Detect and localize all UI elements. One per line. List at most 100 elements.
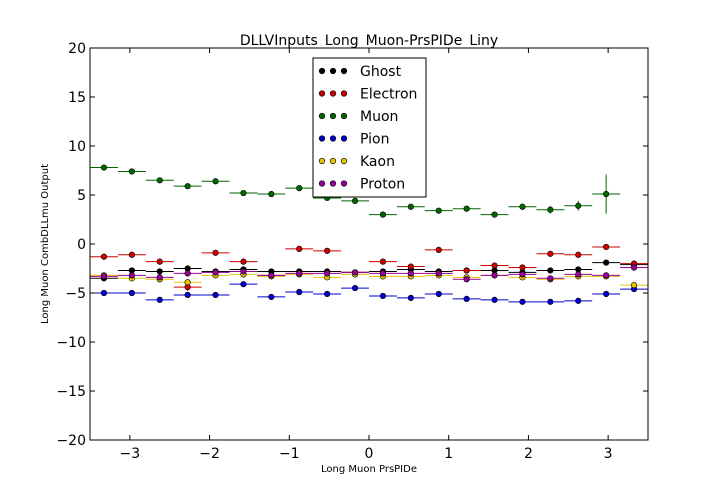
data-point bbox=[463, 295, 470, 302]
data-point bbox=[603, 259, 610, 266]
data-point bbox=[212, 291, 219, 299]
legend-marker bbox=[340, 157, 348, 165]
legend-box bbox=[312, 57, 427, 198]
data-point bbox=[519, 271, 526, 278]
legend-marker bbox=[318, 90, 326, 97]
x-tick-label: −2 bbox=[199, 446, 220, 462]
data-point bbox=[407, 294, 414, 302]
data-point bbox=[630, 264, 638, 271]
legend-marker bbox=[329, 157, 337, 165]
data-point bbox=[351, 269, 359, 276]
data-point bbox=[379, 211, 387, 218]
data-point bbox=[184, 291, 191, 299]
data-point bbox=[296, 288, 303, 296]
legend-marker bbox=[318, 135, 326, 142]
data-point bbox=[156, 296, 163, 303]
y-tick-label: 5 bbox=[77, 188, 86, 204]
data-point bbox=[547, 298, 554, 305]
data-point bbox=[128, 272, 135, 279]
data-point bbox=[184, 270, 191, 277]
data-point bbox=[268, 272, 275, 279]
legend-marker bbox=[340, 90, 348, 97]
data-point bbox=[240, 189, 247, 197]
legend-marker bbox=[340, 180, 348, 187]
legend-item-electron: Electron bbox=[318, 87, 417, 103]
legend-item-kaon: Kaon bbox=[318, 154, 395, 170]
data-point bbox=[575, 251, 582, 258]
legend-label: Electron bbox=[360, 87, 417, 103]
data-point bbox=[575, 297, 582, 304]
y-tick-label: 20 bbox=[68, 41, 86, 57]
data-point bbox=[128, 251, 135, 258]
legend-label: Muon bbox=[360, 109, 398, 125]
data-point bbox=[435, 270, 442, 277]
series-proton bbox=[90, 264, 648, 283]
x-axis-label: Long Muon PrsPIDe bbox=[321, 464, 417, 475]
y-tick-label: −15 bbox=[56, 384, 86, 400]
y-tick-label: −20 bbox=[56, 433, 86, 449]
data-point bbox=[463, 276, 470, 283]
data-point bbox=[463, 267, 470, 274]
data-point bbox=[128, 168, 135, 175]
data-point bbox=[407, 270, 414, 277]
data-point bbox=[100, 253, 108, 260]
legend-item-muon: Muon bbox=[318, 109, 398, 125]
data-point bbox=[435, 246, 442, 253]
legend-label: Ghost bbox=[360, 64, 402, 80]
data-point bbox=[296, 270, 303, 277]
y-axis-label: Long Muon CombDLLmu Output bbox=[40, 164, 51, 324]
legend-item-proton: Proton bbox=[318, 177, 405, 193]
data-point bbox=[240, 258, 247, 265]
series-muon bbox=[90, 164, 621, 218]
data-point bbox=[630, 282, 638, 289]
data-point bbox=[156, 177, 163, 184]
x-tick-label: −1 bbox=[279, 446, 300, 462]
data-point bbox=[100, 273, 108, 280]
data-point bbox=[519, 264, 526, 271]
y-tick-label: 15 bbox=[68, 90, 86, 106]
data-point bbox=[100, 164, 108, 171]
data-point bbox=[100, 289, 108, 297]
legend-item-pion: Pion bbox=[318, 132, 389, 148]
legend-marker bbox=[318, 180, 326, 187]
data-point bbox=[184, 183, 191, 190]
data-point bbox=[351, 285, 359, 292]
data-point bbox=[240, 268, 247, 275]
legend-marker bbox=[329, 135, 337, 142]
data-point bbox=[547, 275, 554, 282]
data-point bbox=[212, 249, 219, 256]
data-point bbox=[379, 292, 387, 300]
data-point bbox=[379, 258, 387, 265]
data-point bbox=[435, 290, 442, 298]
data-point bbox=[184, 279, 191, 286]
y-tick-label: −5 bbox=[65, 286, 86, 302]
data-point bbox=[575, 271, 582, 278]
legend-item-ghost: Ghost bbox=[318, 64, 402, 80]
y-tick-label: 10 bbox=[68, 139, 86, 155]
legend-label: Pion bbox=[360, 132, 389, 148]
data-point bbox=[268, 293, 275, 301]
legend-marker bbox=[340, 112, 348, 120]
data-point bbox=[156, 268, 163, 275]
data-point bbox=[156, 258, 163, 265]
data-point bbox=[603, 272, 610, 279]
data-point bbox=[491, 262, 498, 269]
data-point bbox=[296, 185, 303, 192]
data-point bbox=[547, 206, 554, 213]
data-markers bbox=[90, 164, 648, 305]
legend-marker bbox=[329, 112, 337, 120]
data-point bbox=[519, 298, 526, 305]
data-point bbox=[491, 211, 498, 218]
legend-marker bbox=[329, 180, 337, 187]
data-point bbox=[491, 296, 498, 303]
data-point bbox=[603, 290, 610, 298]
data-point bbox=[603, 243, 610, 251]
data-point bbox=[407, 263, 414, 270]
data-point bbox=[324, 290, 331, 298]
data-point bbox=[379, 270, 387, 277]
legend-label: Kaon bbox=[360, 154, 395, 170]
data-point bbox=[435, 207, 442, 214]
data-point bbox=[156, 274, 163, 281]
legend-marker bbox=[318, 112, 326, 120]
data-point bbox=[351, 197, 359, 204]
